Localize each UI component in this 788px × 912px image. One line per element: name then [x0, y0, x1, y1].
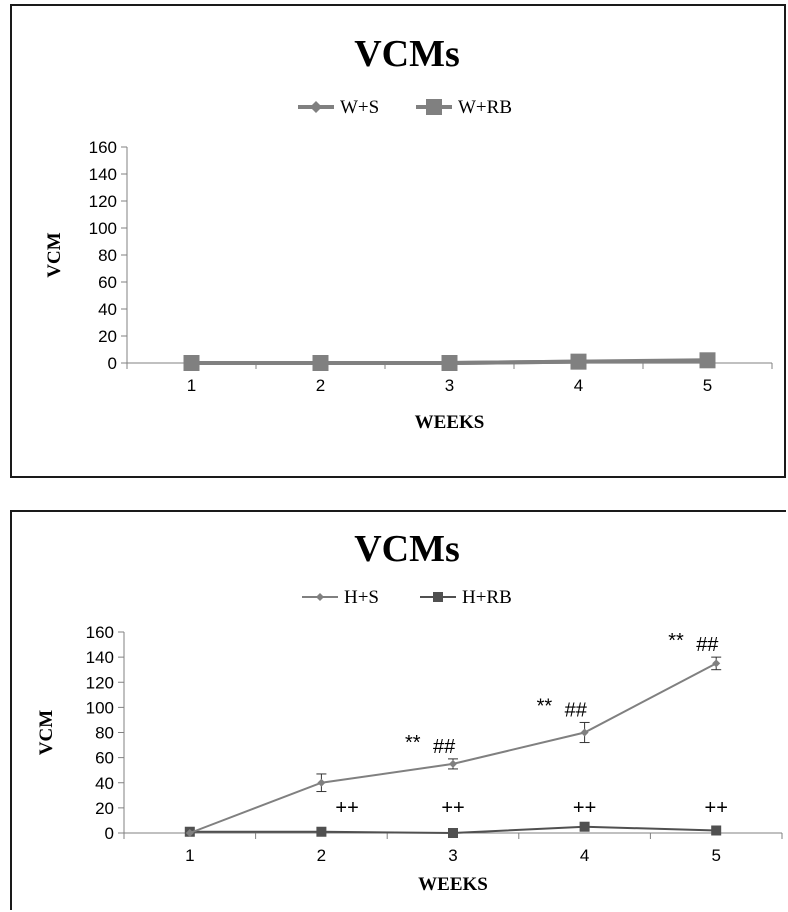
- annotation-plus: ++: [335, 797, 358, 819]
- chart-title: VCMs: [354, 33, 460, 75]
- annotation-plus: ++: [705, 797, 728, 819]
- x-tick-label: 3: [448, 846, 457, 865]
- data-point-diamond: [712, 659, 721, 668]
- y-tick-label: 60: [95, 749, 114, 768]
- annotation-plus: ++: [441, 797, 464, 819]
- annotation-hashes: ##: [433, 736, 456, 758]
- y-tick-label: 20: [98, 327, 117, 346]
- x-tick-label: 2: [317, 846, 326, 865]
- data-point-square: [579, 821, 590, 832]
- y-tick-label: 120: [86, 673, 114, 692]
- annotation-stars: **: [405, 732, 421, 754]
- data-point-diamond: [443, 357, 456, 369]
- data-point-diamond: [701, 355, 714, 368]
- legend-label: H+S: [344, 587, 379, 608]
- chart-title: VCMs: [354, 528, 460, 570]
- y-tick-label: 60: [98, 273, 117, 292]
- y-tick-label: 100: [86, 698, 114, 717]
- y-tick-label: 100: [89, 219, 117, 238]
- data-point-square: [711, 825, 722, 836]
- x-tick-label: 4: [580, 846, 589, 865]
- annotation-plus: ++: [573, 797, 596, 819]
- chart-top-svg: VCMs W+S W+RB 0 20 40 60 80 100 120 140 160 1 2 3 4 5 WEE…: [44, 33, 773, 433]
- legend-label: W+S: [340, 97, 379, 118]
- chart-panel-bottom: VCMs H+S H+RB 0 20 40 60 80 100 120 140 160 1 2 3 4 5 WEE…: [10, 510, 786, 910]
- x-tick-label: 5: [711, 846, 720, 865]
- y-tick-label: 0: [108, 354, 117, 373]
- x-axis-label: WEEKS: [418, 874, 488, 895]
- legend-item: H+S: [302, 587, 379, 608]
- y-tick-label: 160: [89, 138, 117, 157]
- legend-item: W+RB: [416, 97, 512, 118]
- legend-marker-diamond: [316, 593, 324, 601]
- y-tick-label: 140: [86, 648, 114, 667]
- x-tick-label: 1: [185, 846, 194, 865]
- y-tick-label: 40: [98, 300, 117, 319]
- annotation-stars: **: [668, 630, 684, 652]
- x-tick-label: 1: [187, 376, 196, 395]
- y-tick-label: 80: [95, 724, 114, 743]
- x-axis-label: WEEKS: [415, 412, 485, 433]
- legend-marker-square: [433, 592, 443, 602]
- legend-item: H+RB: [420, 587, 512, 608]
- x-tick-label: 2: [316, 376, 325, 395]
- chart-panel-top: VCMs W+S W+RB 0 20 40 60 80 100 120 140 160 1 2 3 4 5 WEE…: [10, 4, 786, 478]
- annotation-stars: **: [537, 695, 553, 717]
- y-tick-label: 160: [86, 623, 114, 642]
- data-point-diamond: [580, 728, 589, 737]
- legend-label: W+RB: [458, 97, 512, 118]
- legend-marker-square: [426, 99, 442, 115]
- data-point-diamond: [317, 778, 326, 787]
- y-axis-label: VCM: [36, 710, 57, 755]
- data-point-diamond: [449, 759, 457, 768]
- y-tick-label: 0: [105, 824, 114, 843]
- data-point-diamond: [185, 357, 198, 369]
- data-point-diamond: [572, 355, 585, 368]
- x-tick-label: 3: [445, 376, 454, 395]
- legend-marker-diamond: [310, 101, 322, 113]
- data-point-square: [316, 826, 327, 837]
- data-point-square: [448, 828, 458, 838]
- x-tick-label: 4: [574, 376, 583, 395]
- y-axis-label: VCM: [44, 232, 65, 277]
- data-point-diamond: [314, 357, 327, 369]
- y-tick-label: 20: [95, 799, 114, 818]
- data-point-diamond: [185, 829, 194, 837]
- y-tick-label: 80: [98, 246, 117, 265]
- y-tick-label: 40: [95, 774, 114, 793]
- y-tick-label: 140: [89, 165, 117, 184]
- y-tick-label: 120: [89, 192, 117, 211]
- annotation-hashes: ##: [696, 634, 719, 656]
- legend-item: W+S: [298, 97, 379, 118]
- chart-bottom-svg: VCMs H+S H+RB 0 20 40 60 80 100 120 140 160 1 2 3 4 5 WEE…: [36, 528, 783, 895]
- legend-label: H+RB: [462, 587, 512, 608]
- x-tick-label: 5: [703, 376, 712, 395]
- annotation-hashes: ##: [565, 699, 588, 721]
